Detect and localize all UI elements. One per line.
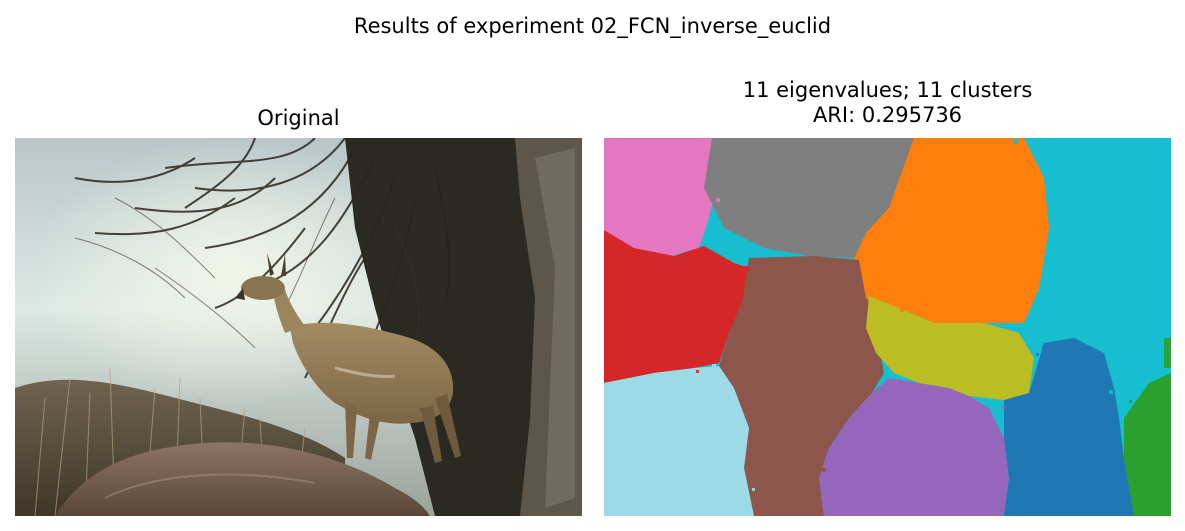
cluster-green (1124, 373, 1171, 516)
segmentation-map-svg (604, 138, 1171, 516)
cluster-red (604, 230, 749, 383)
segmentation-title-line2: ARI: 0.295736 (812, 103, 963, 127)
cluster-orange (852, 138, 1049, 323)
cluster-gray (704, 138, 914, 258)
cluster-purple (819, 378, 1009, 516)
segmentation-title-line1: 11 eigenvalues; 11 clusters (742, 78, 1033, 102)
original-image (15, 138, 582, 516)
figure-suptitle: Results of experiment 02_FCN_inverse_euc… (353, 14, 832, 38)
segmentation-image (604, 138, 1171, 516)
original-photo-svg (15, 138, 582, 516)
segmentation-panel-title: 11 eigenvalues; 11 clusters ARI: 0.29573… (604, 78, 1171, 128)
cluster-lightblue (604, 366, 754, 516)
cluster-olive (866, 296, 1034, 400)
antelope-figure (235, 253, 461, 463)
cluster-blue (1004, 338, 1134, 516)
cluster-pink (604, 138, 719, 258)
cluster-brown (719, 256, 884, 516)
original-panel-title: Original (257, 106, 340, 130)
